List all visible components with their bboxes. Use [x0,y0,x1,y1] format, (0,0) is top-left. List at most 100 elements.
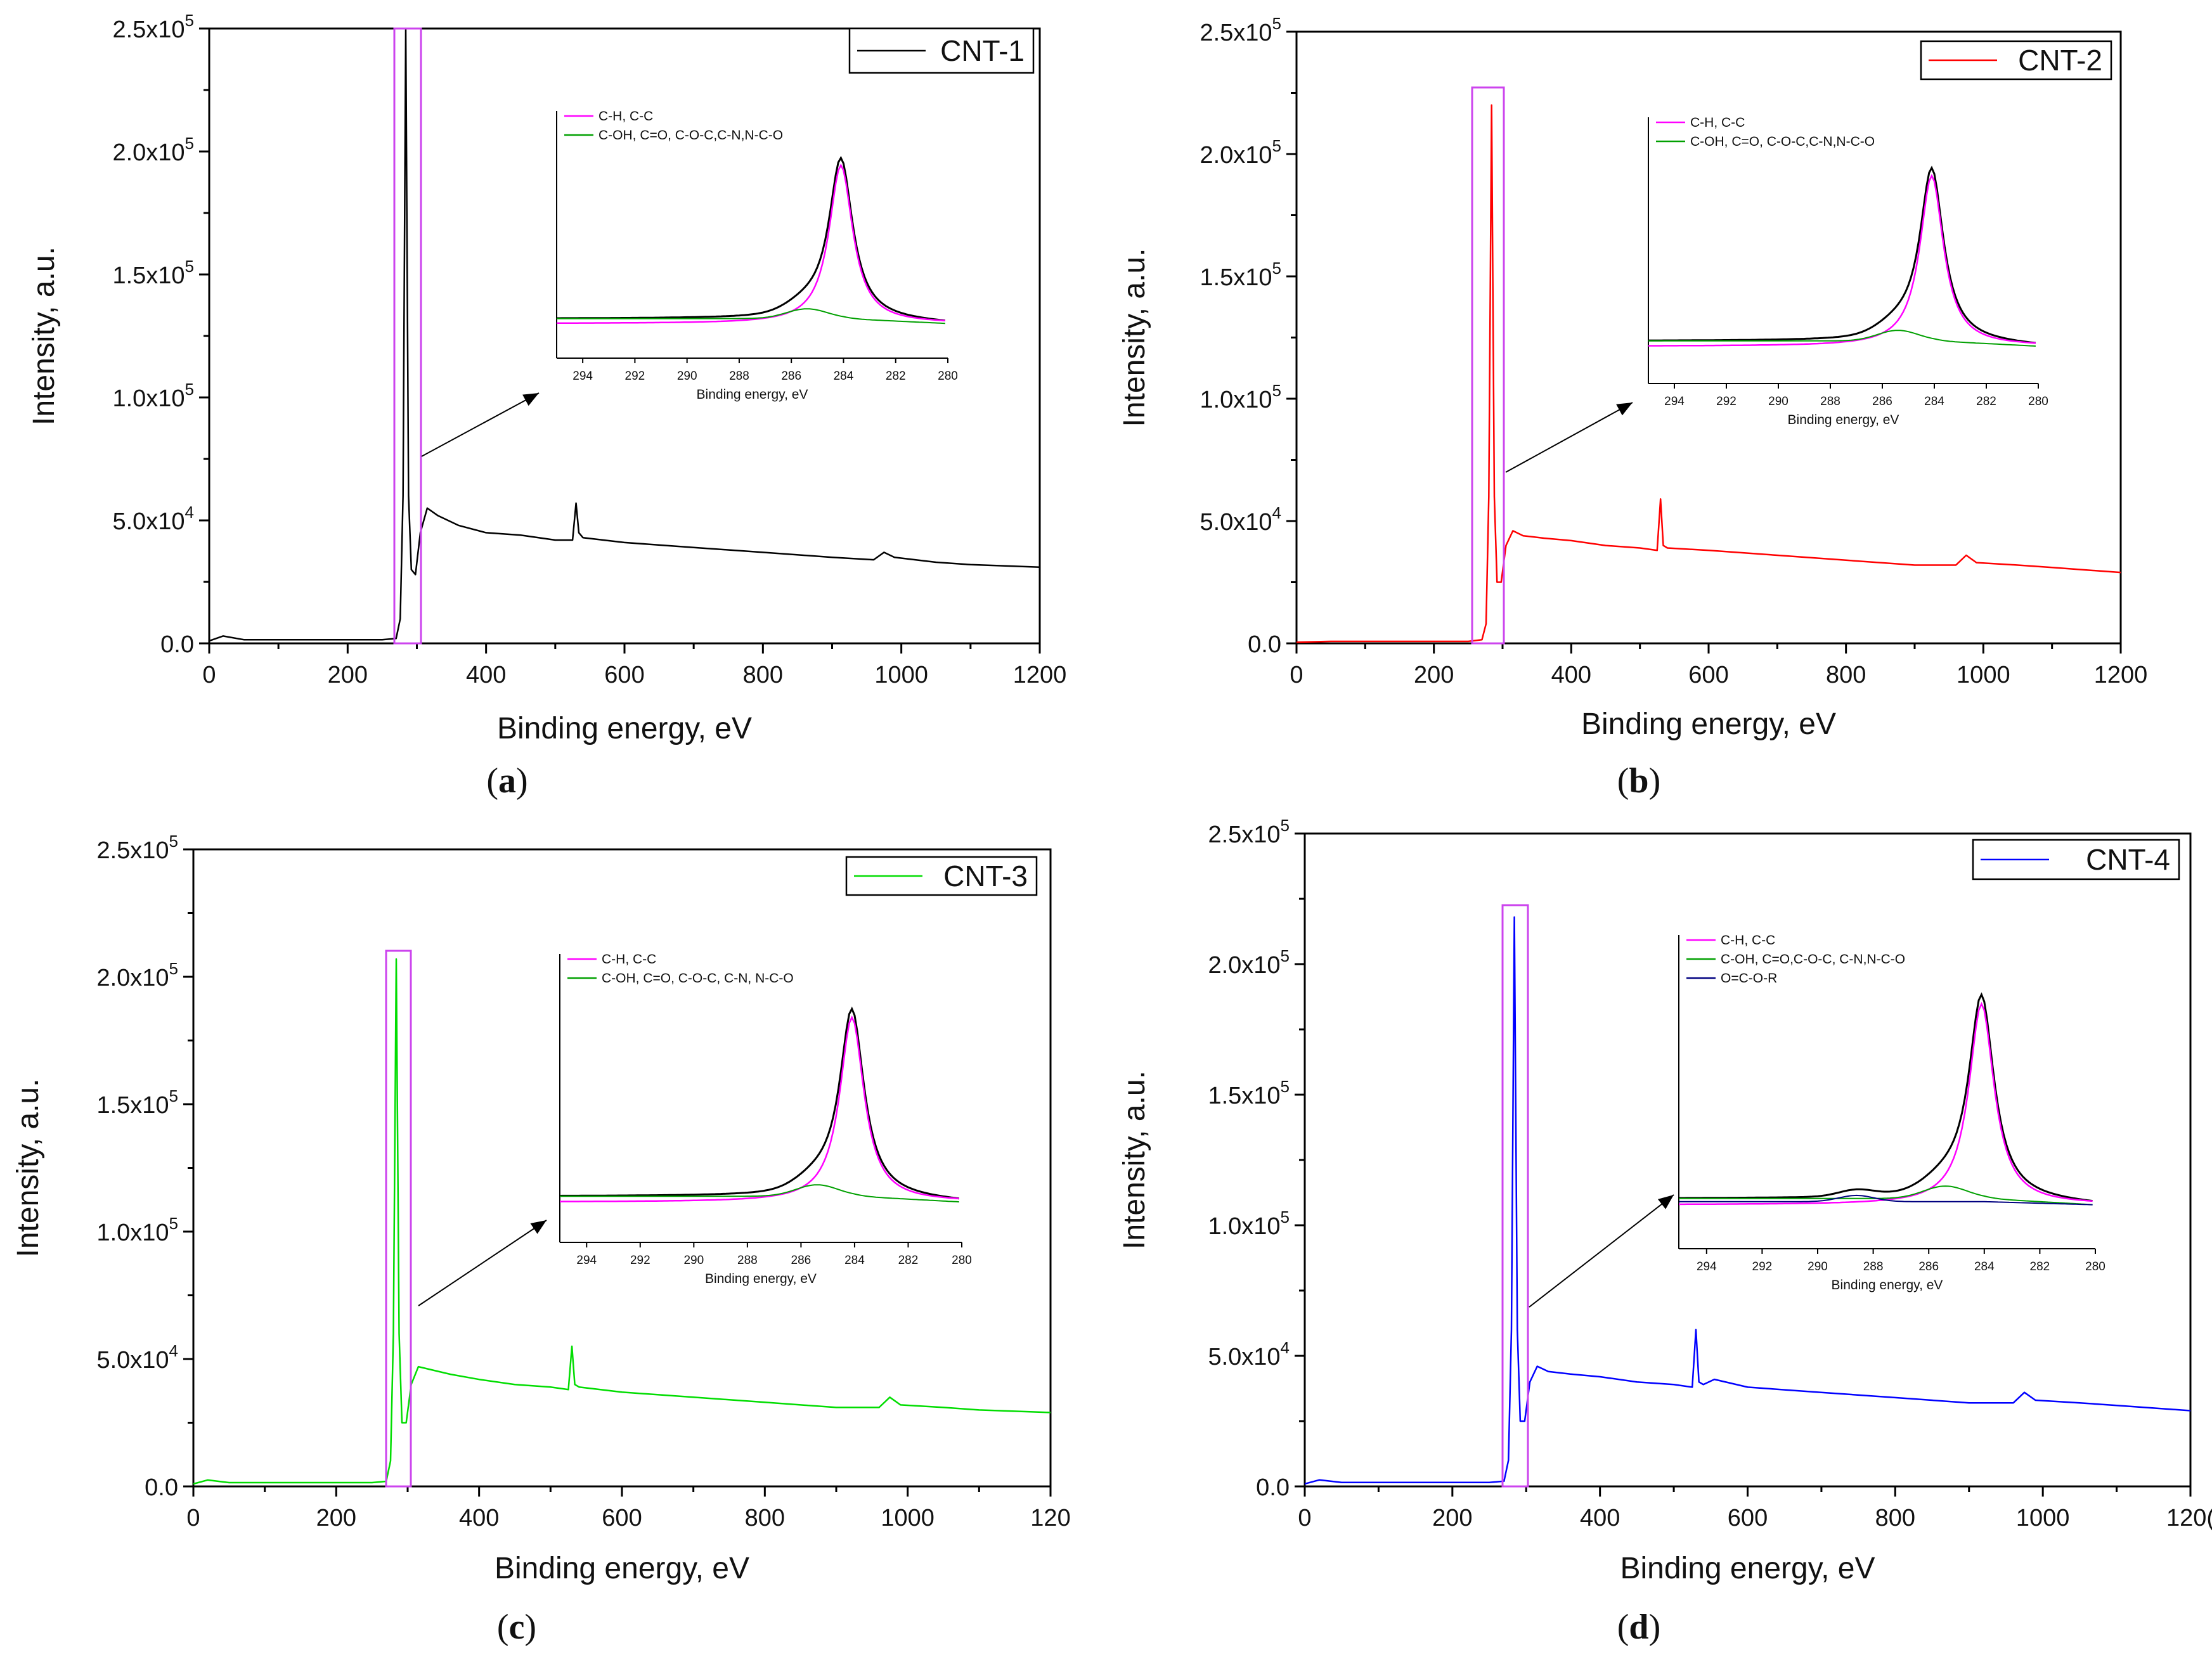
y-tick-exponent: 5 [1272,14,1281,33]
inset-ester-curve [1679,1194,2093,1206]
inset-ch-cc-curve [559,1015,959,1202]
inset-x-tick-label: 284 [834,370,854,383]
y-tick-exponent: 4 [185,503,194,522]
inset-x-tick-label: 286 [781,370,801,383]
inset-x-tick-label: 286 [791,1254,812,1267]
x-tick-label: 0 [186,1505,200,1531]
inset-legend-label: O=C-O-R [1721,971,1777,986]
inset-x-tick-label: 288 [737,1254,758,1267]
x-tick-label: 0 [1298,1505,1311,1531]
x-tick-label: 1000 [874,662,928,688]
panel-label-open: ( [1617,1607,1629,1647]
y-tick-label: 1.5x105 [112,257,194,289]
spectrum-line [1296,104,2121,643]
inset-arrow [1529,1194,1674,1308]
inset-x-tick-label: 294 [1664,395,1685,408]
legend-label: CNT-3 [943,860,1028,892]
inset-c-oh-curve [1679,1185,2093,1206]
legend-label: CNT-4 [2086,843,2170,876]
y-tick-exponent: 4 [1272,503,1281,522]
spectrum-line [193,958,1051,1485]
x-tick-label: 800 [1826,662,1866,688]
y-tick-label: 2.5x105 [96,832,178,864]
y-tick-label: 2.5x105 [112,11,194,43]
inset-arrow [418,1220,547,1306]
panel-label-open: ( [486,761,498,801]
inset-legend-label: C-H, C-C [598,109,653,124]
y-tick-label: 1.0x105 [1208,1208,1290,1240]
inset-chart: 294 292 290 288 286 284 282 280 Binding energy, … [1648,115,2048,427]
x-tick-label: 120 [1030,1505,1070,1531]
y-tick-exponent: 5 [1281,816,1290,835]
y-tick-exponent: 5 [185,134,194,153]
inset-x-tick-label: 290 [683,1254,704,1267]
panel-label-letter: d [1629,1607,1648,1647]
x-tick-label: 400 [1580,1505,1620,1531]
inset-x-tick-label: 282 [886,370,906,383]
y-tick-exponent: 5 [1272,259,1281,278]
x-tick-label: 600 [1688,662,1728,688]
inset-x-tick-label: 284 [1974,1260,1995,1273]
x-tick-label: 120( [2166,1505,2212,1531]
inset-x-axis-title: Binding energy, eV [1832,1278,1943,1292]
x-tick-label: 1200 [2094,662,2148,688]
spectrum-line [1304,916,2191,1485]
y-tick-label: 0.0 [1256,1474,1290,1501]
x-tick-label: 200 [1432,1505,1472,1531]
x-tick-label: 400 [466,662,506,688]
y-tick-base: 2.0x10 [96,965,169,991]
y-tick-base: 1.5x10 [1200,264,1272,291]
panel-label-close: ) [1649,761,1661,801]
inset-arrow [1505,402,1633,473]
inset-legend-label: C-OH, C=O,C-O-C, C-N,N-C-O [1721,952,1905,967]
inset-ch-cc-curve [557,163,945,325]
inset-x-tick-label: 280 [952,1254,972,1267]
inset-x-axis-title: Binding energy, eV [1788,413,1899,427]
inset-x-tick-label: 294 [1697,1260,1717,1273]
inset-x-tick-label: 292 [1716,395,1737,408]
y-tick-base: 0.0 [145,1474,178,1501]
inset-x-tick-label: 282 [2030,1260,2050,1273]
y-tick-label: 5.0x104 [112,503,194,535]
y-tick-exponent: 5 [1281,946,1290,965]
y-tick-label: 5.0x104 [1208,1338,1290,1370]
y-tick-base: 2.0x10 [1208,952,1280,979]
panel-label-close: ) [524,1607,536,1647]
y-tick-label: 0.0 [145,1474,178,1501]
panel-label-open: ( [497,1607,509,1647]
y-tick-label: 2.0x105 [112,134,194,166]
inset-x-axis-title: Binding energy, eV [697,387,808,402]
y-tick-exponent: 5 [185,11,194,30]
y-tick-base: 1.5x10 [1208,1083,1280,1109]
y-axis-title: Intensity, a.u. [1118,1071,1151,1249]
panel-label: (c) [497,1607,536,1647]
inset-arrow-head [522,393,539,406]
x-tick-label: 1200 [1013,662,1067,688]
x-tick-label: 0 [202,662,216,688]
y-axis-title: Intensity, a.u. [1118,248,1151,427]
inset-x-tick-label: 286 [1872,395,1892,408]
y-tick-label: 2.0x105 [1200,136,1281,169]
inset-arrow [421,392,540,457]
inset-chart: 294 292 290 288 286 284 282 280 Binding energy, … [559,952,972,1286]
inset-arrow-head [1616,403,1633,416]
y-tick-exponent: 5 [1281,1077,1290,1096]
panel-c: 0 200 400 600 800 1000 1200.05.0x1041.0x1051.5… [11,832,1071,1647]
y-tick-exponent: 4 [1281,1338,1290,1357]
inset-arrow-head [1657,1195,1674,1209]
y-tick-exponent: 5 [1272,381,1281,400]
inset-x-tick-label: 288 [1820,395,1840,408]
inset-ch-cc-curve [1679,1002,2093,1206]
y-tick-base: 5.0x10 [112,508,184,535]
inset-envelope-curve [1679,992,2093,1202]
y-tick-base: 5.0x10 [1200,509,1272,536]
inset-x-tick-label: 294 [576,1254,597,1267]
inset-x-tick-label: 294 [572,370,593,383]
y-tick-label: 2.5x105 [1200,14,1281,46]
y-tick-label: 1.0x105 [1200,381,1281,413]
y-tick-base: 2.0x10 [112,139,184,166]
x-axis-title: Binding energy, eV [1620,1552,1875,1585]
y-tick-label: 1.5x105 [1200,259,1281,291]
inset-x-tick-label: 290 [1768,395,1788,408]
